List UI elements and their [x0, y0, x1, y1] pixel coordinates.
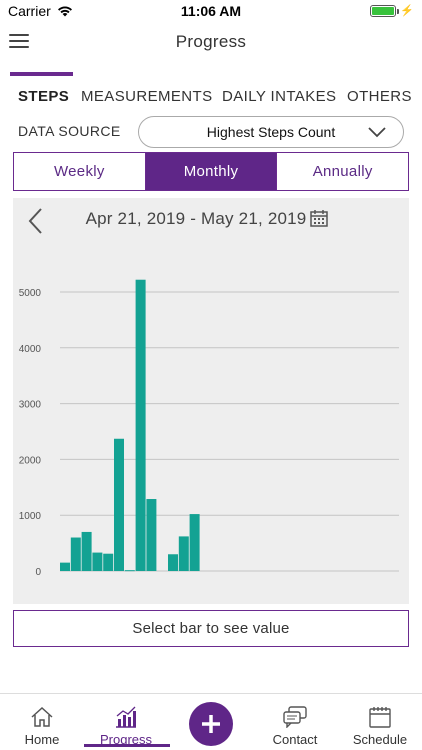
- nav-home-label: Home: [24, 732, 60, 747]
- status-bar: Carrier 11:06 AM ⚡: [0, 0, 422, 22]
- chevron-left-icon[interactable]: [27, 206, 45, 236]
- y-tick-label: 3000: [19, 400, 42, 411]
- nav-schedule-label: Schedule: [352, 732, 408, 747]
- chart-bar[interactable]: [178, 536, 189, 571]
- status-time: 11:06 AM: [180, 3, 242, 19]
- chart-bar[interactable]: [146, 499, 157, 571]
- y-tick-label: 0: [35, 567, 41, 578]
- steps-chart[interactable]: 0 1000 2000 3000 4000 5000: [13, 198, 409, 604]
- wifi-icon: [57, 6, 72, 17]
- nav-progress[interactable]: Progress: [94, 694, 158, 750]
- tab-measurements[interactable]: MEASUREMENTS: [81, 88, 213, 105]
- menu-icon[interactable]: [9, 34, 29, 48]
- chart-bar[interactable]: [60, 562, 70, 571]
- data-source-value: Highest Steps Count: [206, 124, 336, 140]
- y-tick-label: 5000: [19, 288, 42, 299]
- chart-bar[interactable]: [103, 553, 114, 571]
- y-tick-label: 4000: [19, 344, 42, 355]
- data-source-dropdown[interactable]: Highest Steps Count: [138, 116, 404, 148]
- nav-progress-label: Progress: [99, 732, 153, 747]
- chart-bar[interactable]: [124, 570, 135, 572]
- battery-icon: [370, 4, 400, 17]
- nav-home[interactable]: Home: [18, 694, 66, 750]
- select-bar-message: Select bar to see value: [13, 610, 409, 647]
- chart-bar[interactable]: [135, 279, 146, 571]
- y-tick-label: 1000: [19, 511, 42, 522]
- chart-icon: [116, 706, 136, 728]
- status-right: ⚡: [370, 4, 414, 17]
- add-button[interactable]: [189, 702, 233, 746]
- page-title: Progress: [175, 32, 247, 51]
- plus-icon: [202, 715, 220, 733]
- nav-contact[interactable]: Contact: [266, 694, 324, 750]
- chat-icon: [283, 706, 307, 728]
- nav-contact-label: Contact: [272, 732, 318, 747]
- chevron-down-icon: [368, 127, 386, 138]
- period-weekly[interactable]: Weekly: [53, 163, 105, 180]
- tab-others[interactable]: OTHERS: [347, 88, 412, 105]
- date-range: Apr 21, 2019 - May 21, 2019: [85, 209, 307, 228]
- chart-bar[interactable]: [168, 554, 178, 571]
- nav-schedule[interactable]: Schedule: [348, 694, 412, 750]
- category-tabs: STEPS MEASUREMENTS DAILY INTAKES OTHERS: [0, 70, 422, 115]
- period-selector: Weekly Monthly Annually: [13, 152, 409, 191]
- chart-bar[interactable]: [70, 537, 81, 571]
- tab-daily-intakes[interactable]: DAILY INTAKES: [222, 88, 337, 105]
- chart-bar[interactable]: [81, 531, 92, 571]
- tab-indicator: [10, 72, 73, 76]
- bottom-nav: Home Progress Contact: [0, 693, 422, 750]
- chart-panel: Apr 21, 2019 - May 21, 2019 0 1000 2000 300…: [13, 198, 409, 604]
- calendar-icon: [369, 707, 391, 728]
- home-icon: [31, 706, 53, 727]
- charging-icon: ⚡: [400, 5, 414, 17]
- period-monthly[interactable]: Monthly: [144, 153, 277, 190]
- y-tick-label: 2000: [19, 455, 42, 466]
- status-left: Carrier: [8, 3, 73, 19]
- data-source-label: DATA SOURCE: [18, 123, 121, 139]
- chart-bar[interactable]: [114, 438, 124, 571]
- carrier-label: Carrier: [8, 3, 51, 19]
- nav-active-indicator: [84, 744, 170, 747]
- tab-steps[interactable]: STEPS: [18, 88, 70, 105]
- chart-bar[interactable]: [92, 552, 103, 571]
- period-annually[interactable]: Annually: [276, 153, 408, 190]
- header: Progress: [0, 22, 422, 62]
- chart-bar[interactable]: [189, 514, 200, 571]
- calendar-icon[interactable]: [310, 209, 328, 227]
